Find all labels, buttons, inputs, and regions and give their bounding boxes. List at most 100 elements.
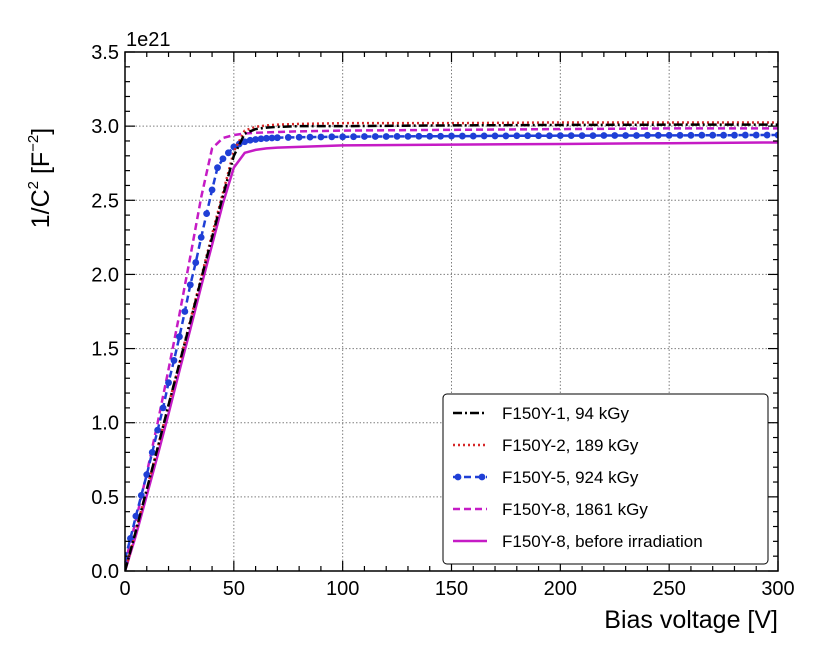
y-axis-label-main: 1/C xyxy=(27,189,55,228)
data-point xyxy=(159,404,167,412)
data-point xyxy=(328,133,336,141)
data-point xyxy=(268,134,276,142)
data-point xyxy=(448,132,455,140)
data-point xyxy=(480,132,488,140)
data-point xyxy=(252,136,259,143)
data-point xyxy=(165,379,172,387)
data-point xyxy=(219,155,227,163)
data-point xyxy=(361,133,368,140)
data-point xyxy=(426,132,434,140)
data-point xyxy=(458,132,466,140)
data-point xyxy=(491,132,499,140)
y-axis-label: 1/C2 [F−2] xyxy=(25,128,55,228)
legend-marker xyxy=(454,473,462,481)
data-point xyxy=(567,132,575,140)
y-tick-label: 2.0 xyxy=(91,264,119,286)
data-point xyxy=(513,132,521,140)
series-3 xyxy=(125,131,778,563)
data-point xyxy=(731,131,738,139)
data-point xyxy=(208,186,216,194)
svg-text:1/C2 [F−2]: 1/C2 [F−2] xyxy=(25,128,55,228)
legend-entry: F150Y-5, 924 kGy xyxy=(453,468,639,487)
x-tick-label: 100 xyxy=(326,578,359,600)
data-point xyxy=(148,448,156,456)
data-point xyxy=(371,133,379,140)
data-point xyxy=(415,132,423,140)
data-point xyxy=(350,133,357,141)
data-point xyxy=(622,132,630,139)
legend-label: F150Y-8, before irradiation xyxy=(502,532,703,551)
data-point xyxy=(241,138,249,146)
data-point xyxy=(224,149,232,157)
y-tick-label: 0.5 xyxy=(91,487,119,509)
data-point xyxy=(633,132,640,139)
y-tick-label: 0.0 xyxy=(91,561,119,583)
legend: F150Y-1, 94 kGy F150Y-2, 189 kGy F150Y-5, … xyxy=(442,393,769,565)
data-point xyxy=(295,133,303,141)
data-point xyxy=(176,333,183,341)
data-point xyxy=(676,131,684,139)
y-tick-label: 3.0 xyxy=(91,116,119,138)
data-point xyxy=(246,136,254,144)
legend-entry: F150Y-8, before irradiation xyxy=(453,532,703,551)
data-point xyxy=(306,133,314,141)
y-tick-label: 1.5 xyxy=(91,339,119,361)
data-point xyxy=(524,132,532,140)
data-point xyxy=(763,131,771,139)
y-tick-label: 3.5 xyxy=(91,42,119,64)
data-point xyxy=(382,133,390,140)
data-point xyxy=(339,133,347,141)
data-point xyxy=(284,134,292,141)
data-point xyxy=(132,512,140,520)
data-point xyxy=(698,131,706,139)
data-point xyxy=(611,132,619,139)
x-tick-label: 50 xyxy=(223,578,245,600)
series-line xyxy=(125,141,778,571)
y-tick-label: 1.0 xyxy=(91,413,119,435)
data-point xyxy=(502,132,510,140)
series-5 xyxy=(125,141,778,571)
legend-label: F150Y-8, 1861 kGy xyxy=(502,500,648,519)
tick-labels: 0 50 100 150 200 250 300 0.0 0.5 1.0 1.5 2.0 2.5 3.0 3… xyxy=(91,42,795,600)
x-tick-label: 200 xyxy=(544,578,577,600)
series-1 xyxy=(125,123,778,571)
data-point xyxy=(687,131,695,139)
data-point xyxy=(556,132,564,140)
data-point xyxy=(154,426,162,434)
data-point xyxy=(203,210,211,218)
data-point xyxy=(197,233,205,241)
data-point xyxy=(214,164,221,172)
x-tick-label: 250 xyxy=(652,578,685,600)
data-point xyxy=(546,132,553,140)
data-point xyxy=(192,259,200,266)
data-point xyxy=(535,132,542,140)
y-axis-label-end: ] xyxy=(27,128,55,135)
data-point xyxy=(665,131,673,139)
plot-series xyxy=(125,121,778,571)
legend-entry: F150Y-1, 94 kGy xyxy=(453,404,629,423)
data-point xyxy=(137,491,145,499)
legend-entry: F150Y-8, 1861 kGy xyxy=(453,500,648,519)
series-line xyxy=(125,133,778,560)
x-tick-label: 150 xyxy=(435,578,468,600)
y-tick-label: 2.5 xyxy=(91,190,119,212)
y-axis-label-mid: [F xyxy=(27,152,55,181)
y-axis-label-sup1: 2 xyxy=(25,181,42,189)
data-point xyxy=(273,134,281,142)
data-point xyxy=(170,357,178,364)
legend-label: F150Y-5, 924 kGy xyxy=(502,468,639,487)
data-point xyxy=(263,134,270,142)
data-point xyxy=(654,131,662,139)
legend-label: F150Y-2, 189 kGy xyxy=(502,436,639,455)
y-axis-multiplier: 1e21 xyxy=(126,29,171,51)
data-point xyxy=(143,471,151,479)
data-point xyxy=(186,281,194,289)
x-axis-label: Bias voltage [V] xyxy=(604,606,778,634)
data-point xyxy=(774,131,778,139)
data-point xyxy=(752,131,760,139)
series-4 xyxy=(125,127,778,564)
data-point xyxy=(600,132,608,139)
data-point xyxy=(578,132,586,140)
data-point xyxy=(741,131,749,139)
